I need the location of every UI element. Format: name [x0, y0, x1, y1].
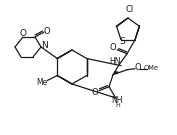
- Text: ,: ,: [115, 65, 119, 75]
- Text: O: O: [19, 30, 27, 38]
- Text: S: S: [119, 37, 125, 46]
- Text: O: O: [110, 43, 116, 52]
- Text: O: O: [44, 26, 50, 36]
- Text: O: O: [92, 88, 98, 97]
- Text: O: O: [135, 63, 141, 72]
- Text: H: H: [116, 103, 120, 108]
- Text: NH: NH: [111, 96, 123, 105]
- Text: HN: HN: [109, 57, 121, 66]
- Text: Me: Me: [37, 78, 48, 87]
- Text: Cl: Cl: [126, 4, 134, 14]
- Text: OMe: OMe: [144, 65, 159, 71]
- Text: N: N: [41, 41, 47, 50]
